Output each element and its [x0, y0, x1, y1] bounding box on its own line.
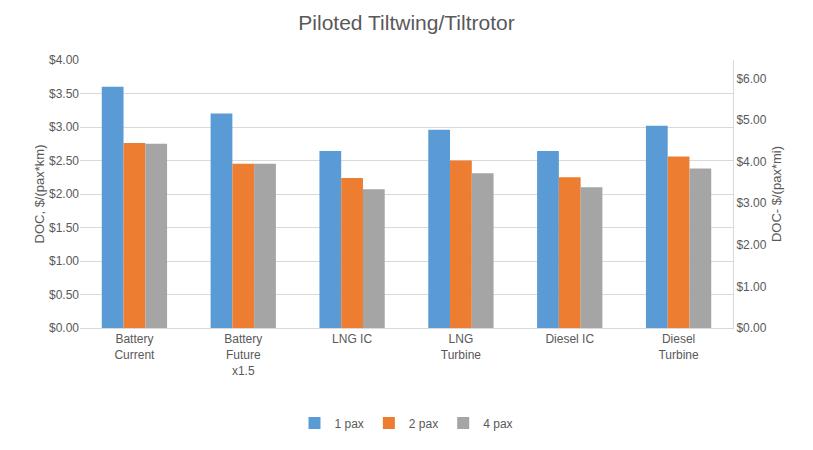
svg-text:$0.50: $0.50 [49, 288, 79, 302]
svg-text:2 pax: 2 pax [409, 417, 438, 431]
svg-text:$1.00: $1.00 [736, 280, 766, 294]
svg-text:$2.50: $2.50 [49, 154, 79, 168]
svg-text:BatteryFuturex1.5: BatteryFuturex1.5 [224, 332, 262, 377]
svg-text:$1.50: $1.50 [49, 221, 79, 235]
svg-text:Piloted Tiltwing/Tiltrotor: Piloted Tiltwing/Tiltrotor [298, 11, 514, 34]
svg-text:BatteryCurrent: BatteryCurrent [114, 332, 155, 362]
svg-text:4 pax: 4 pax [483, 417, 512, 431]
svg-text:$4.00: $4.00 [736, 155, 766, 169]
svg-text:DieselTurbine: DieselTurbine [658, 332, 699, 362]
svg-text:$3.00: $3.00 [736, 196, 766, 210]
svg-text:DOC- $/(pax*mi): DOC- $/(pax*mi) [769, 146, 784, 242]
svg-text:$0.00: $0.00 [49, 321, 79, 335]
svg-text:1 pax: 1 pax [335, 417, 364, 431]
svg-text:$5.00: $5.00 [736, 113, 766, 127]
svg-text:$3.50: $3.50 [49, 87, 79, 101]
svg-text:$6.00: $6.00 [736, 72, 766, 86]
svg-text:$2.00: $2.00 [49, 187, 79, 201]
svg-text:DOC, $/(pax*km): DOC, $/(pax*km) [32, 145, 47, 244]
svg-text:$1.00: $1.00 [49, 254, 79, 268]
svg-text:LNGTurbine: LNGTurbine [441, 332, 482, 362]
svg-text:Diesel IC: Diesel IC [545, 332, 594, 346]
svg-text:LNG IC: LNG IC [332, 332, 372, 346]
svg-text:$3.00: $3.00 [49, 120, 79, 134]
svg-text:$4.00: $4.00 [49, 53, 79, 67]
svg-text:$0.00: $0.00 [736, 321, 766, 335]
svg-text:$2.00: $2.00 [736, 238, 766, 252]
